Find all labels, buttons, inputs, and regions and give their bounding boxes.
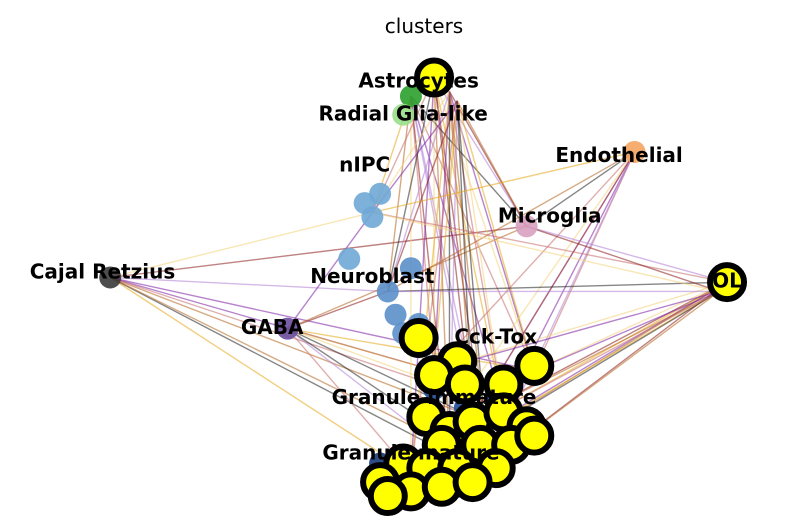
cell-point [399, 85, 422, 108]
cell-point [369, 182, 392, 205]
graph-edge [372, 211, 728, 283]
graph-edge [433, 290, 720, 372]
cell-point [392, 103, 415, 126]
graph-edge [387, 281, 728, 293]
cell-point [384, 303, 407, 326]
highlighted-cell [367, 476, 408, 517]
graph-edge [287, 328, 473, 418]
cluster-label: Radial Glia-like [319, 101, 488, 125]
graph-edge [534, 290, 720, 372]
graph-edge [433, 281, 728, 372]
highlighted-cell [444, 364, 485, 405]
graph-edge [433, 151, 636, 371]
cluster-label: Cck-Tox [454, 324, 537, 348]
graph-edge [456, 100, 528, 227]
graph-edge [526, 225, 720, 293]
cluster-labels-layer: Astrocytes Radial Glia-like nIPC Endothelia… [30, 69, 742, 465]
graph-edge [433, 77, 535, 371]
graph-edge [433, 100, 458, 371]
graph-edge [372, 151, 635, 214]
graph-edge [503, 290, 720, 409]
graph-edge [448, 91, 535, 371]
chart-title: clusters [385, 14, 463, 38]
graph-edge [387, 77, 435, 292]
graph-edge [287, 290, 389, 330]
cluster-label: OL [712, 269, 742, 293]
graph-edge [410, 95, 528, 227]
cluster-label: Granule immature [332, 385, 537, 409]
cluster-label: GABA [241, 315, 304, 339]
cell-point [99, 266, 122, 289]
graph-edge [533, 281, 728, 372]
cluster-label: Neuroblast [310, 264, 435, 288]
graph-edge [287, 327, 435, 372]
cell-point [399, 257, 422, 280]
graph-edge [456, 100, 489, 464]
cluster-label: nIPC [339, 152, 390, 176]
graph-edge [387, 96, 412, 292]
highlighted-cells-layer [360, 57, 748, 517]
cluster-label: Microglia [498, 204, 602, 228]
cell-point [338, 247, 361, 270]
graph-edge [433, 77, 489, 464]
highlighted-cell [514, 415, 555, 456]
cell-point [276, 317, 299, 340]
graph-edge [110, 276, 388, 293]
graph-edge [372, 211, 720, 293]
graph-edge [456, 100, 505, 408]
graph-edge [110, 211, 373, 279]
highlighted-cell [414, 57, 455, 98]
graph-edge [109, 276, 412, 474]
cell-point [361, 206, 384, 229]
graph-edge [448, 91, 505, 408]
highlighted-cell [707, 262, 748, 303]
graph-edge [433, 91, 451, 371]
cluster-label: Granule mature [322, 441, 499, 465]
graph-edge [387, 100, 458, 292]
cell-point [515, 215, 538, 238]
graph-edge [456, 100, 535, 371]
cluster-label: Cajal Retzius [30, 259, 176, 283]
graph-edge [526, 151, 635, 227]
cluster-label: Astrocytes [358, 69, 478, 93]
graph-edge [387, 151, 635, 293]
graph-edge [109, 276, 450, 455]
graph-edge [109, 276, 473, 418]
cell-point [376, 280, 399, 303]
cluster-label: Endothelial [555, 143, 682, 167]
highlighted-cell [452, 462, 493, 503]
graph-edge [526, 225, 728, 283]
highlighted-cell [514, 345, 555, 386]
cell-point [623, 140, 646, 163]
highlighted-cell [398, 317, 439, 358]
graph-edge [286, 211, 373, 330]
graph-edge [110, 225, 527, 279]
